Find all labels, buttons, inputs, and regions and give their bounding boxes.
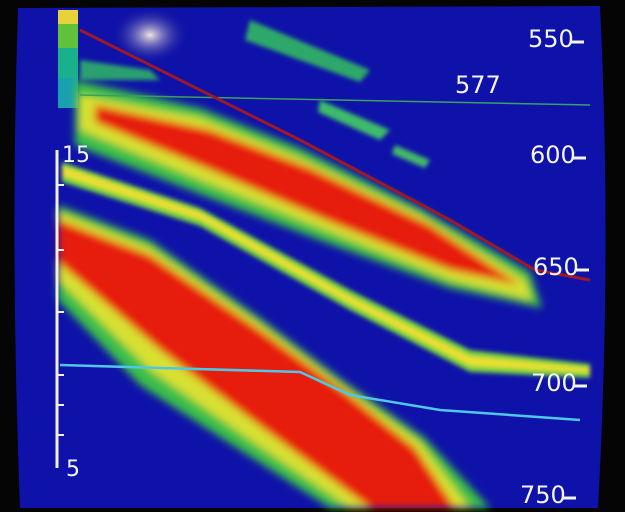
depth-label: 750 [520,481,566,509]
glare [112,7,188,63]
depth-label: 700 [531,369,577,397]
page: 15 5 550 600 650 700 750 577 (() => { co… [0,0,625,512]
color-bar [58,24,78,48]
depth-readout: 577 [455,71,501,99]
color-bar [58,10,78,24]
left-scale-label: 5 [66,457,80,482]
sonar-screen-photo: 15 5 550 600 650 700 750 577 [0,0,625,512]
depth-label: 600 [530,141,576,169]
depth-label: 550 [528,25,574,53]
depth-label: 650 [533,253,579,281]
color-bar [58,48,78,78]
left-scale-label: 15 [62,143,90,168]
